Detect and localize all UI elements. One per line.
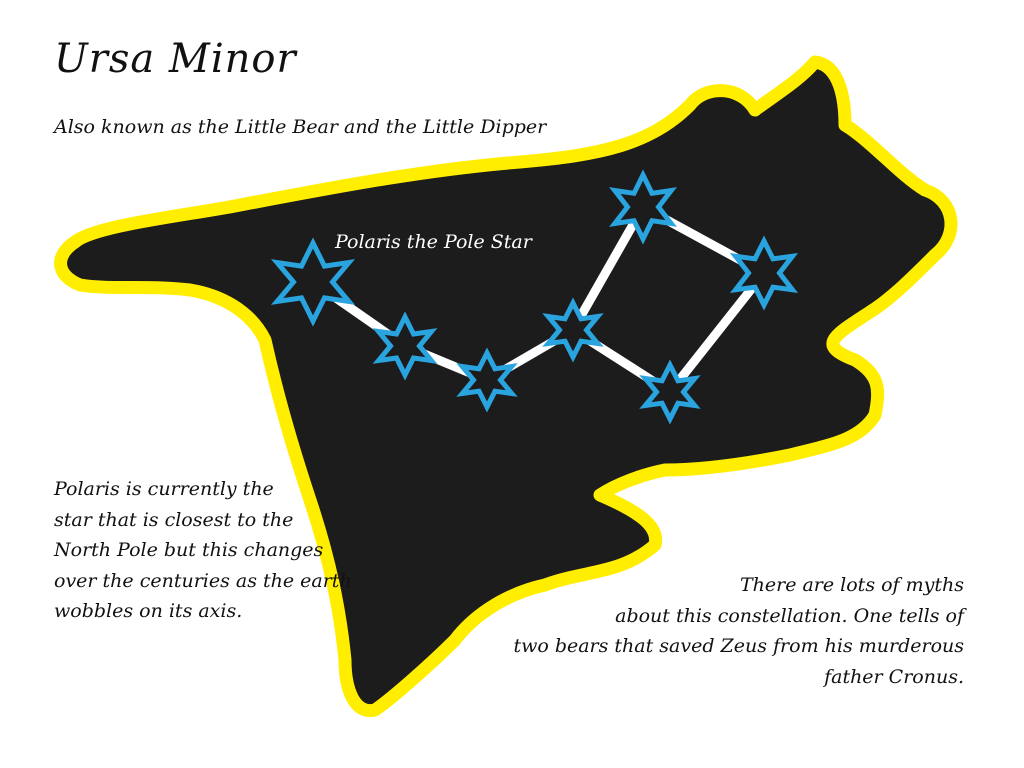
star-icon — [456, 347, 518, 413]
stars — [270, 169, 799, 425]
polaris-note-line: wobbles on its axis. — [54, 600, 243, 622]
myth-note: There are lots of myths about this const… — [513, 570, 964, 692]
polaris-label: Polaris the Pole Star — [335, 231, 532, 253]
subtitle: Also known as the Little Bear and the Li… — [54, 116, 547, 138]
polaris-note: Polaris is currently the star that is cl… — [54, 474, 352, 627]
constellation-line — [568, 202, 648, 335]
page-title: Ursa Minor — [54, 36, 297, 82]
myth-note-line: father Cronus. — [824, 665, 964, 688]
star-icon — [372, 311, 438, 381]
star-icon — [639, 359, 701, 425]
star-icon — [609, 169, 677, 245]
polaris-note-line: star that is closest to the — [54, 508, 294, 531]
star-icon — [729, 235, 799, 311]
constellation-line — [665, 268, 769, 397]
star-icon — [270, 237, 356, 327]
myth-note-line: two bears that saved Zeus from his murde… — [513, 635, 964, 657]
star-icon — [542, 297, 604, 363]
polaris-note-line: North Pole but this changes — [54, 539, 324, 561]
myth-note-line: There are lots of myths — [739, 574, 964, 596]
polaris-note-line: Polaris is currently the — [54, 478, 274, 500]
myth-note-line: about this constellation. One tells of — [615, 604, 964, 627]
polaris-note-line: over the centuries as the earth — [54, 569, 352, 592]
